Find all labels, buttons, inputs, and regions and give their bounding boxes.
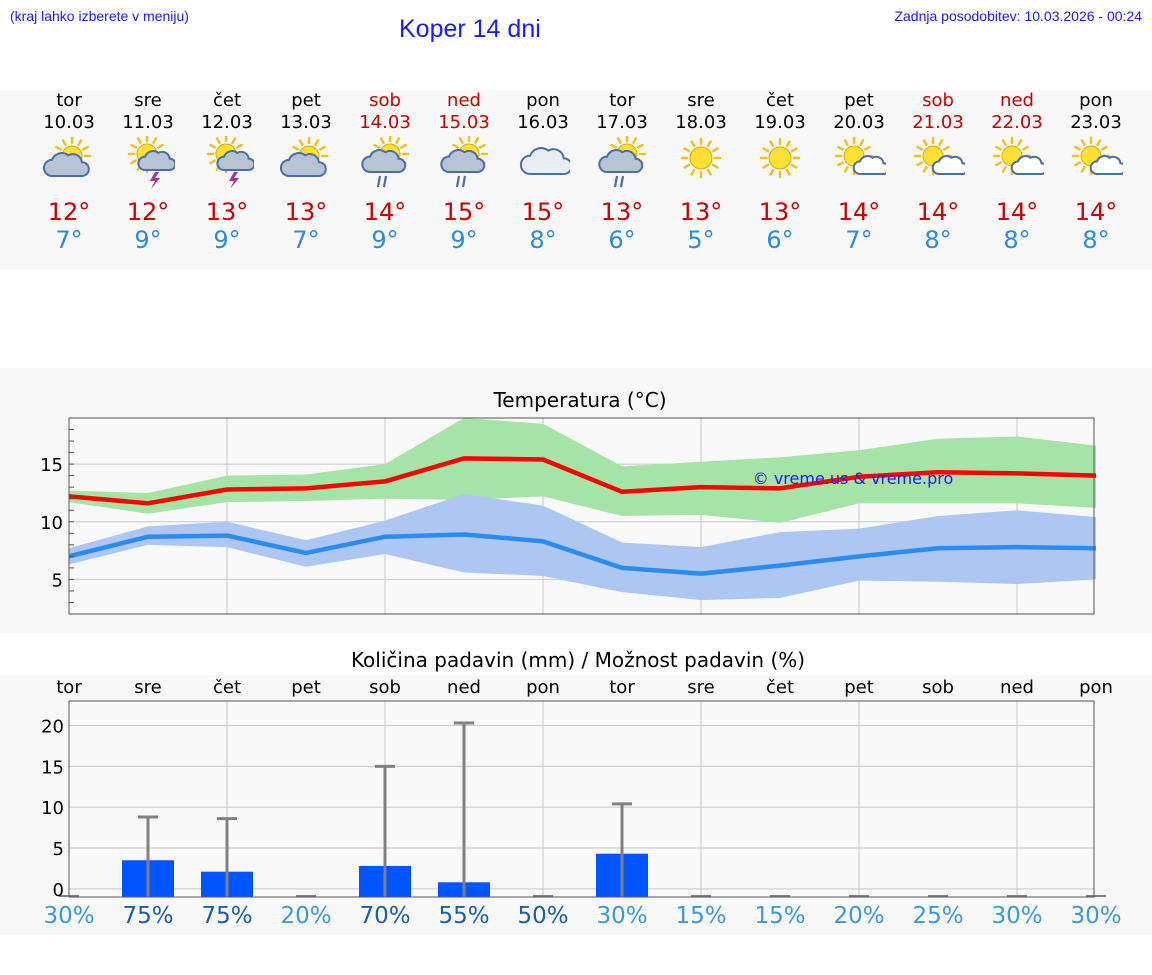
sunny-icon: [759, 137, 801, 179]
max-temperature: 14°: [916, 198, 960, 226]
min-temperature: 8°: [1003, 226, 1031, 254]
day-name: pon: [526, 90, 560, 111]
thunderstorm-icon: [127, 136, 175, 188]
max-temperature: 15°: [442, 198, 486, 226]
partly-cloudy-icon: [43, 136, 92, 177]
last-updated: Zadnja posodobitev: 10.03.2026 - 00:24: [894, 8, 1142, 24]
min-temperature: 9°: [213, 226, 241, 254]
day-date: 11.03: [122, 112, 174, 133]
day-date: 12.03: [201, 112, 253, 133]
precip-probability: 25%: [912, 903, 964, 929]
precip-band: [0, 675, 1152, 935]
precip-probability: 50%: [517, 903, 569, 929]
day-date: 16.03: [517, 112, 569, 133]
day-name: sob: [369, 90, 401, 111]
forecast-band: [0, 90, 1152, 270]
max-temperature: 15°: [521, 198, 565, 226]
day-name: sre: [687, 90, 715, 111]
day-date: 13.03: [280, 112, 332, 133]
precip-probability: 15%: [675, 903, 727, 929]
max-temperature: 14°: [995, 198, 1039, 226]
day-name: tor: [56, 90, 82, 111]
day-date: 22.03: [991, 112, 1043, 133]
thunderstorm-icon: [206, 136, 254, 188]
day-name: ned: [1000, 90, 1034, 111]
day-date: 17.03: [596, 112, 648, 133]
day-name: sob: [922, 90, 954, 111]
max-temperature: 14°: [363, 198, 407, 226]
day-name: pon: [1079, 90, 1113, 111]
min-temperature: 8°: [924, 226, 952, 254]
min-temperature: 5°: [687, 226, 715, 254]
partly-cloudy-icon: [280, 136, 329, 177]
day-name: ned: [447, 90, 481, 111]
max-temperature: 12°: [47, 198, 91, 226]
precip-probability: 75%: [122, 903, 174, 929]
day-date: 18.03: [675, 112, 727, 133]
day-date: 20.03: [833, 112, 885, 133]
precip-probability: 20%: [280, 903, 332, 929]
day-name: čet: [765, 90, 795, 111]
day-date: 19.03: [754, 112, 806, 133]
location-hint: (kraj lahko izberete v meniju): [10, 8, 189, 24]
day-date: 21.03: [912, 112, 964, 133]
min-temperature: 7°: [55, 226, 83, 254]
day-name: pet: [291, 90, 321, 111]
day-name: tor: [609, 90, 635, 111]
min-temperature: 9°: [371, 226, 399, 254]
max-temperature: 14°: [837, 198, 881, 226]
min-temperature: 6°: [608, 226, 636, 254]
max-temperature: 14°: [1074, 198, 1118, 226]
sun-rain-icon: [598, 136, 647, 188]
max-temperature: 12°: [126, 198, 170, 226]
max-temperature: 13°: [284, 198, 328, 226]
max-temperature: 13°: [205, 198, 249, 226]
precip-probability: 30%: [1070, 903, 1122, 929]
precip-probability: 30%: [991, 903, 1043, 929]
min-temperature: 7°: [292, 226, 320, 254]
precip-probability: 15%: [754, 903, 806, 929]
precipitation-chart-title: Količina padavin (mm) / Možnost padavin …: [350, 648, 806, 672]
max-temperature: 13°: [758, 198, 802, 226]
sunny-icon: [680, 137, 722, 179]
min-temperature: 9°: [450, 226, 478, 254]
mostly-sunny-icon: [834, 136, 886, 176]
max-temperature: 13°: [600, 198, 644, 226]
precip-probability: 70%: [359, 903, 411, 929]
precip-probability: 30%: [43, 903, 95, 929]
min-temperature: 8°: [1082, 226, 1110, 254]
min-temperature: 7°: [845, 226, 873, 254]
sun-rain-icon: [361, 136, 410, 188]
precip-probability: 30%: [596, 903, 648, 929]
cloudy-icon: [519, 147, 570, 175]
sun-rain-icon: [440, 136, 489, 188]
day-name: čet: [212, 90, 242, 111]
page-title: Koper 14 dni: [399, 15, 541, 43]
day-name: pet: [844, 90, 874, 111]
day-name: sre: [134, 90, 162, 111]
day-date: 10.03: [43, 112, 95, 133]
precip-probability: 20%: [833, 903, 885, 929]
mostly-sunny-icon: [913, 136, 965, 176]
min-temperature: 6°: [766, 226, 794, 254]
min-temperature: 9°: [134, 226, 162, 254]
day-date: 23.03: [1070, 112, 1122, 133]
temperature-chart-title: Temperatura (°C): [493, 388, 667, 412]
precip-probability: 75%: [201, 903, 253, 929]
mostly-sunny-icon: [992, 136, 1044, 176]
precip-probability: 55%: [438, 903, 490, 929]
mostly-sunny-icon: [1071, 136, 1123, 176]
day-date: 14.03: [359, 112, 411, 133]
max-temperature: 13°: [679, 198, 723, 226]
day-date: 15.03: [438, 112, 490, 133]
min-temperature: 8°: [529, 226, 557, 254]
